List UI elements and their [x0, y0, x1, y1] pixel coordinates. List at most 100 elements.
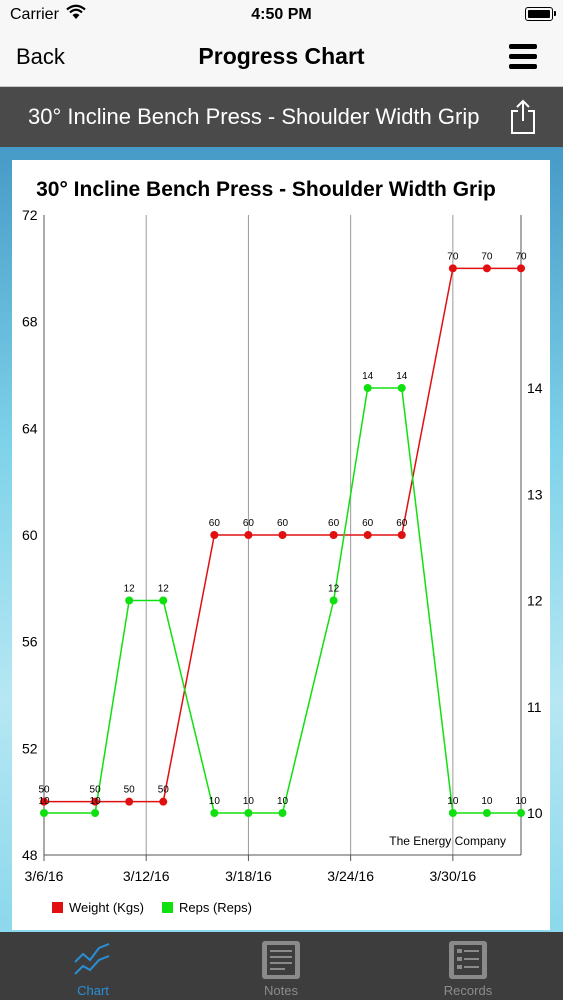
y-right-tick-label: 10 [527, 805, 543, 821]
data-label: 60 [243, 518, 255, 529]
data-point [40, 809, 48, 817]
y-left-tick-label: 68 [22, 314, 38, 330]
data-point [517, 264, 525, 273]
y-left-tick-label: 52 [22, 740, 38, 756]
data-label: 60 [396, 518, 408, 529]
y-right-tick-label: 14 [527, 380, 543, 396]
records-icon [449, 941, 487, 979]
data-label: 70 [447, 251, 459, 262]
chart-canvas: 30° Incline Bench Press - Shoulder Width… [22, 178, 543, 915]
data-label: 10 [38, 796, 50, 807]
wifi-icon [66, 4, 86, 19]
data-point [448, 264, 457, 273]
data-point [329, 596, 338, 605]
data-label: 12 [124, 584, 136, 595]
back-button[interactable]: Back [16, 44, 65, 69]
data-label: 10 [515, 796, 527, 807]
exercise-name: 30° Incline Bench Press - Shoulder Width… [28, 104, 480, 129]
data-point [91, 809, 100, 817]
status-bar: Carrier 4:50 PM [0, 0, 563, 30]
x-tick-label: 3/30/16 [429, 868, 476, 884]
data-label: 50 [38, 785, 50, 796]
data-label: 50 [90, 785, 102, 796]
data-label: 10 [447, 796, 459, 807]
data-point [363, 384, 372, 392]
tab-chart-label: Chart [77, 983, 109, 998]
x-tick-label: 3/12/16 [123, 868, 170, 884]
battery-icon [525, 7, 556, 21]
page-title: Progress Chart [198, 43, 365, 69]
data-label: 50 [158, 785, 170, 796]
status-time: 4:50 PM [251, 6, 312, 23]
data-label: 10 [277, 796, 289, 807]
data-label: 12 [328, 584, 340, 595]
chart-icon [74, 943, 110, 975]
tab-notes[interactable]: Notes [221, 932, 341, 1000]
notes-icon [262, 941, 300, 979]
y-left-tick-label: 72 [22, 207, 38, 223]
legend-entry: Weight (Kgs) [69, 900, 144, 915]
data-point [159, 797, 168, 806]
hamburger-menu-icon[interactable] [509, 44, 537, 70]
data-point [482, 264, 491, 273]
y-left-tick-label: 60 [22, 527, 38, 543]
y-left-tick-label: 64 [22, 420, 38, 436]
data-label: 70 [515, 251, 527, 262]
legend-swatch [162, 902, 173, 913]
data-label: 10 [481, 796, 493, 807]
carrier-label: Carrier [10, 6, 59, 23]
data-label: 50 [124, 785, 136, 796]
y-left-tick-label: 48 [22, 847, 38, 863]
data-label: 60 [277, 518, 289, 529]
tab-notes-label: Notes [264, 983, 298, 998]
y-right-tick-label: 13 [527, 486, 543, 502]
data-point [363, 531, 372, 539]
tab-bar: Chart Notes Records [0, 932, 563, 1000]
share-icon[interactable] [509, 99, 537, 135]
data-label: 14 [396, 371, 408, 382]
navigation-bar: Back Progress Chart [0, 30, 563, 87]
data-point [210, 531, 219, 539]
y-right-tick-label: 11 [527, 699, 542, 715]
data-point [482, 809, 491, 817]
chart-title: 30° Incline Bench Press - Shoulder Width… [36, 178, 496, 201]
data-point [159, 596, 168, 605]
legend-entry: Reps (Reps) [179, 900, 252, 915]
tab-records[interactable]: Records [408, 932, 528, 1000]
progress-chart: 30° Incline Bench Press - Shoulder Width… [12, 160, 550, 930]
data-point [397, 384, 406, 392]
x-tick-label: 3/6/16 [25, 868, 64, 884]
data-label: 10 [243, 796, 255, 807]
y-left-tick-label: 56 [22, 634, 38, 650]
data-point [125, 596, 134, 605]
data-label: 14 [362, 371, 374, 382]
data-point [278, 809, 287, 817]
data-point [278, 531, 287, 539]
data-label: 10 [209, 796, 221, 807]
data-point [244, 809, 253, 817]
data-point [448, 809, 457, 817]
data-point [91, 797, 100, 806]
chart-watermark: The Energy Company [389, 834, 506, 848]
data-point [125, 797, 134, 806]
x-tick-label: 3/18/16 [225, 868, 272, 884]
data-label: 10 [90, 796, 102, 807]
exercise-header: 30° Incline Bench Press - Shoulder Width… [0, 87, 563, 147]
data-point [397, 531, 406, 539]
data-point [210, 809, 219, 817]
tab-records-label: Records [443, 983, 493, 998]
tab-chart[interactable]: Chart [33, 932, 153, 1000]
data-label: 70 [481, 251, 493, 262]
data-point [329, 531, 338, 539]
data-label: 12 [158, 584, 170, 595]
legend-swatch [52, 902, 63, 913]
data-point [244, 531, 253, 539]
data-label: 60 [328, 518, 340, 529]
x-tick-label: 3/24/16 [327, 868, 374, 884]
y-right-tick-label: 12 [527, 593, 543, 609]
data-label: 60 [362, 518, 374, 529]
series-line-reps [44, 387, 521, 814]
data-point [40, 797, 48, 806]
data-label: 60 [209, 518, 221, 529]
data-point [517, 809, 525, 817]
